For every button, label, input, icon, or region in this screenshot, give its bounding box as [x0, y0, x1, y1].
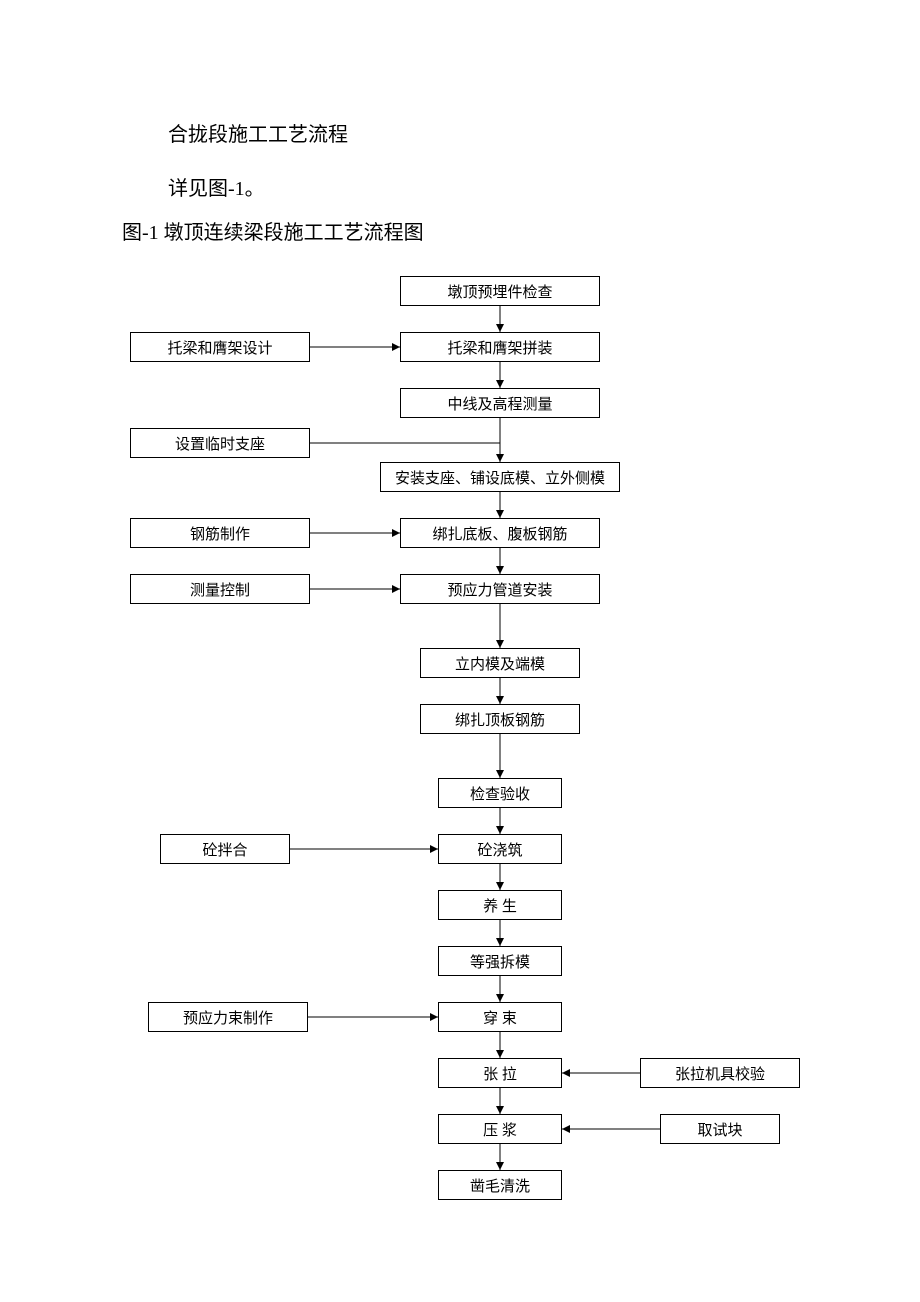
flow-node-n11: 养 生	[438, 890, 562, 920]
flow-node-n2: 托梁和膺架拼装	[400, 332, 600, 362]
flow-node-r1: 张拉机具校验	[640, 1058, 800, 1088]
flow-node-n4: 安装支座、铺设底模、立外侧模	[380, 462, 620, 492]
flow-node-n5: 绑扎底板、腹板钢筋	[400, 518, 600, 548]
heading-see-figure: 详见图-1。	[168, 172, 265, 201]
flow-node-s3: 钢筋制作	[130, 518, 310, 548]
flow-node-n9: 检查验收	[438, 778, 562, 808]
heading-process-title: 合拢段施工工艺流程	[168, 118, 348, 147]
page: 合拢段施工工艺流程 详见图-1。 图-1 墩顶连续梁段施工工艺流程图 墩顶预埋件…	[0, 0, 920, 1302]
flow-node-n13: 穿 束	[438, 1002, 562, 1032]
flow-node-n16: 凿毛清洗	[438, 1170, 562, 1200]
heading-figure-caption: 图-1 墩顶连续梁段施工工艺流程图	[122, 216, 424, 245]
flow-node-n1: 墩顶预埋件检查	[400, 276, 600, 306]
flow-node-n8: 绑扎顶板钢筋	[420, 704, 580, 734]
flow-node-n14: 张 拉	[438, 1058, 562, 1088]
flow-node-s4: 测量控制	[130, 574, 310, 604]
flow-node-s2: 设置临时支座	[130, 428, 310, 458]
flow-node-n6: 预应力管道安装	[400, 574, 600, 604]
flow-node-r2: 取试块	[660, 1114, 780, 1144]
flow-node-n7: 立内模及端模	[420, 648, 580, 678]
flow-node-n12: 等强拆模	[438, 946, 562, 976]
flow-node-s6: 预应力束制作	[148, 1002, 308, 1032]
flow-node-n10: 砼浇筑	[438, 834, 562, 864]
flow-node-s1: 托梁和膺架设计	[130, 332, 310, 362]
flow-node-n3: 中线及高程测量	[400, 388, 600, 418]
flow-node-n15: 压 浆	[438, 1114, 562, 1144]
flow-node-s5: 砼拌合	[160, 834, 290, 864]
